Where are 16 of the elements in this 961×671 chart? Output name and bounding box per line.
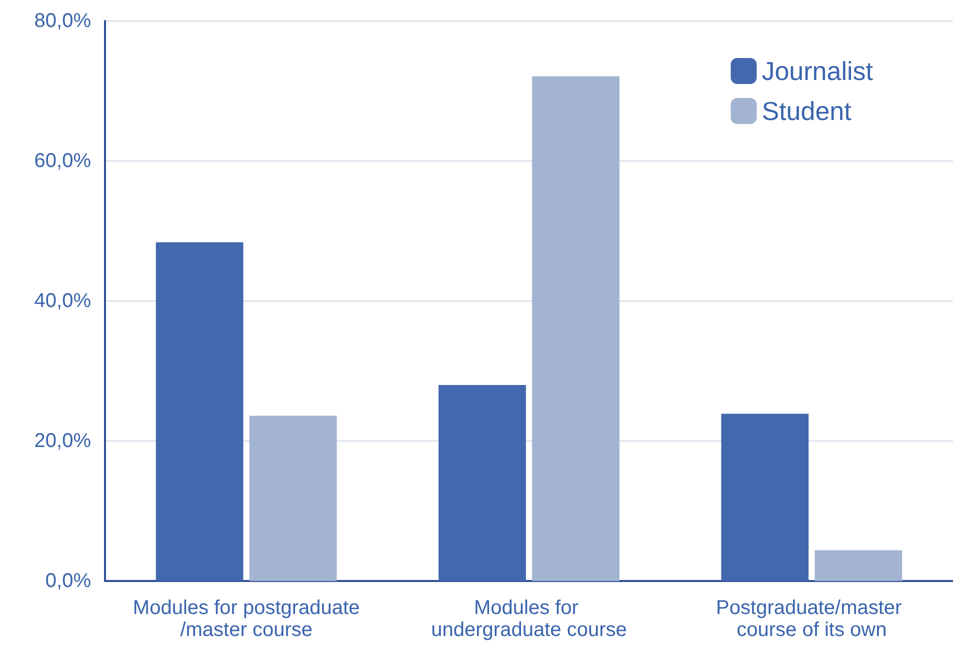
x-tick-label: Postgraduate/master course of its own [716,597,908,641]
bar [532,76,620,581]
bar [249,416,337,581]
bar [721,414,809,581]
y-tick-label: 60,0% [34,150,92,172]
bar [814,550,902,581]
x-tick-label: Modules for undergraduate course [431,597,627,641]
y-tick-label: 80,0% [34,10,92,32]
bar [438,385,526,581]
y-tick-label: 0,0% [45,570,92,592]
y-tick-label: 20,0% [34,430,92,452]
bar [156,242,244,581]
legend-label: Journalist [762,56,874,86]
legend-label: Student [762,96,852,126]
x-tick-label: Modules for postgraduate/master course [132,597,360,641]
y-tick-label: 40,0% [34,290,92,312]
